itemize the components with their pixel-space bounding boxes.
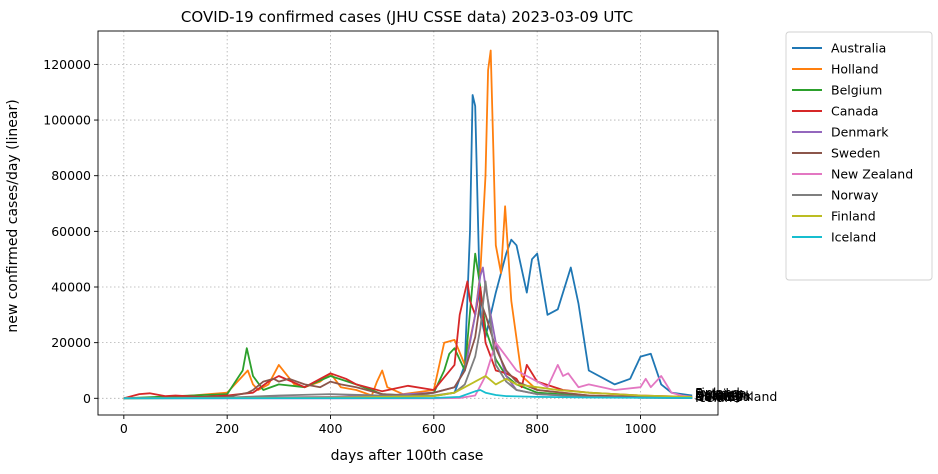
- end-label: Holland: [695, 388, 743, 403]
- legend-label: Belgium: [831, 83, 882, 98]
- y-tick-label: 120000: [43, 57, 91, 72]
- end-label: Iceland: [695, 390, 740, 405]
- end-labels: AustraliaHollandBelgiumCanadaDenmarkSwed…: [695, 385, 777, 405]
- series-line-belgium: [123, 252, 693, 400]
- y-tick-label: 80000: [51, 168, 91, 183]
- end-label: Norway: [695, 388, 743, 403]
- end-label: Finland: [695, 385, 740, 400]
- series-line-norway: [123, 280, 693, 400]
- legend-label: Denmark: [831, 125, 889, 140]
- end-label: Belgium: [695, 386, 746, 401]
- legend-label: Canada: [831, 104, 879, 119]
- end-label: Sweden: [695, 386, 744, 401]
- x-axis: 0 200 400 600 800 1000: [120, 415, 657, 436]
- y-tick-label: 100000: [43, 113, 91, 128]
- legend-label: Iceland: [831, 230, 876, 245]
- legend-box: [785, 31, 933, 281]
- x-tick-label: 600: [422, 421, 446, 436]
- legend: Australia Holland Belgium Canada Denmark Swed…: [785, 31, 933, 281]
- plot-frame: [97, 30, 719, 416]
- end-label: Canada: [695, 389, 743, 404]
- legend-label: Australia: [831, 41, 886, 56]
- x-axis-label: days after 100th case: [331, 448, 484, 464]
- x-tick-label: 400: [319, 421, 343, 436]
- legend-label: Finland: [831, 209, 876, 224]
- x-tick-label: 800: [525, 421, 549, 436]
- legend-label: Holland: [831, 62, 879, 77]
- series-line-iceland: [123, 389, 693, 400]
- series-line-sweden: [123, 299, 693, 400]
- series-layer: [123, 49, 693, 400]
- legend-label: Sweden: [831, 146, 880, 161]
- x-tick-label: 0: [120, 421, 128, 436]
- y-tick-label: 0: [83, 391, 91, 406]
- y-tick-label: 20000: [51, 335, 91, 350]
- legend-label: Norway: [831, 188, 879, 203]
- y-tick-label: 40000: [51, 280, 91, 295]
- series-line-finland: [123, 375, 693, 400]
- chart-title: COVID-19 confirmed cases (JHU CSSE data)…: [181, 8, 633, 26]
- x-tick-label: 200: [215, 421, 239, 436]
- x-tick-label: 1000: [625, 421, 657, 436]
- y-tick-label: 60000: [51, 224, 91, 239]
- end-label: Denmark: [695, 388, 753, 403]
- end-label: Australia: [695, 388, 750, 403]
- y-axis-label: new confirmed cases/day (linear): [5, 99, 21, 332]
- y-axis: 0 20000 40000 60000 80000 100000 120000: [43, 57, 98, 406]
- legend-label: New Zealand: [831, 167, 913, 182]
- end-label: New Zealand: [695, 389, 777, 404]
- series-line-new-zealand: [123, 341, 693, 400]
